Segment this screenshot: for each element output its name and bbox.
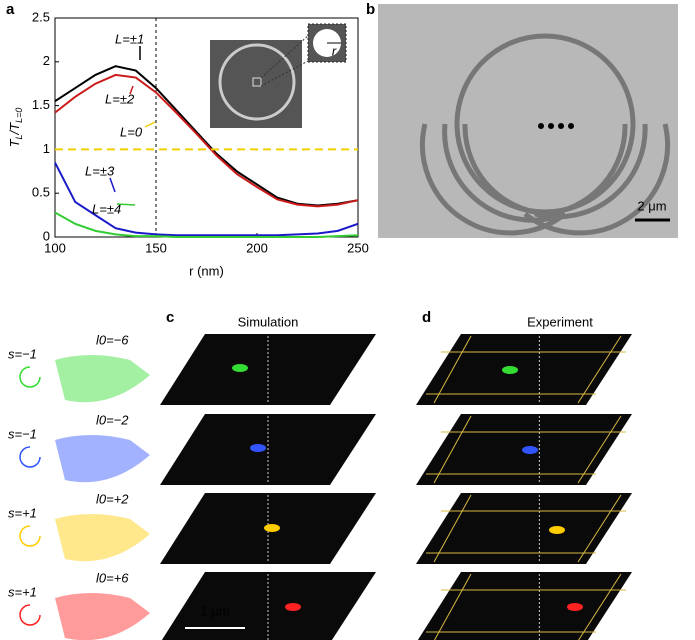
marker-frame (433, 335, 472, 404)
panel-title: Simulation (238, 314, 299, 329)
image-panel (417, 572, 632, 640)
label-arrow (144, 121, 156, 128)
spot (549, 526, 565, 534)
scale-label: 2 μm (637, 198, 666, 213)
lower-panels: s=−1 l0=−6 s=−1 l0=−2 s=+1 l0=+2 s=+1 l0=+6 1 μm (8, 332, 632, 640)
spin-arrow (19, 366, 41, 388)
spot (285, 603, 301, 611)
y-tick-label: 2 (43, 53, 50, 68)
spin-arrow (19, 525, 41, 547)
spot (567, 603, 583, 611)
data-line (54, 211, 359, 238)
y-label-part: L (14, 134, 24, 139)
image-panel (161, 572, 376, 640)
y-axis-label: TL/TL=0 (7, 108, 24, 148)
scale-label: 1 μm (200, 603, 229, 618)
inset-label: r (332, 43, 337, 58)
oam-label: l0=+6 (96, 570, 129, 585)
spin-arrow (19, 446, 41, 468)
marker-frame (433, 494, 472, 563)
y-tick-label: 0.5 (32, 185, 50, 200)
marker-frame (577, 415, 622, 484)
label-arrow (109, 177, 116, 193)
marker-frame (577, 335, 622, 404)
spot (502, 366, 518, 374)
oam-label: l0=−6 (96, 332, 129, 347)
data-line (54, 65, 359, 207)
data-line (54, 162, 359, 237)
panel-label: c (166, 309, 174, 326)
spot (232, 364, 248, 372)
data-line (54, 73, 359, 208)
marker-frame (578, 573, 622, 640)
panel-label: a (6, 1, 15, 18)
beam-shape (55, 355, 150, 403)
beam-shape (55, 514, 150, 562)
marker-frame (433, 415, 472, 484)
y-tick-label: 1.5 (32, 97, 50, 112)
spin-label: s=+1 (8, 505, 37, 520)
y-tick-label: 2.5 (32, 9, 50, 24)
beam-shape (55, 593, 150, 640)
series-label: L=0 (120, 124, 143, 139)
spin-label: s=−1 (8, 426, 37, 441)
series-label: L=±3 (85, 163, 115, 178)
oam-label: l0=+2 (96, 491, 129, 506)
marker-frame (577, 494, 622, 563)
label-arrow (129, 85, 134, 95)
oam-label: l0=−2 (96, 412, 129, 427)
x-tick-label: 100 (44, 240, 66, 255)
y-label-part: /T (7, 122, 22, 136)
panel-label: b (366, 1, 375, 18)
y-tick-label: 1 (43, 141, 50, 156)
y-tick-label: 0 (43, 228, 50, 243)
y-label-part: T (7, 138, 22, 147)
panel-label: d (422, 309, 431, 326)
spin-label: s=+1 (8, 584, 37, 599)
beam-shape (55, 435, 150, 483)
label-arrow (116, 203, 136, 206)
x-tick-label: 250 (347, 240, 369, 255)
y-label-part: L=0 (14, 108, 24, 123)
x-axis-label: r (nm) (189, 263, 224, 278)
series-label: L=±4 (92, 201, 121, 216)
spot (264, 524, 280, 532)
x-tick-label: 200 (246, 240, 268, 255)
sem-image: 2 μm (378, 4, 678, 238)
x-tick-label: 150 (145, 240, 167, 255)
series-label: L=±1 (115, 31, 144, 46)
spot (250, 444, 266, 452)
series-label: L=±2 (105, 91, 135, 106)
spin-label: s=−1 (8, 346, 37, 361)
spin-arrow (19, 604, 41, 626)
panel-title: Experiment (527, 314, 593, 329)
spot (522, 446, 538, 454)
marker-frame (433, 573, 472, 640)
inset: r (210, 23, 347, 128)
